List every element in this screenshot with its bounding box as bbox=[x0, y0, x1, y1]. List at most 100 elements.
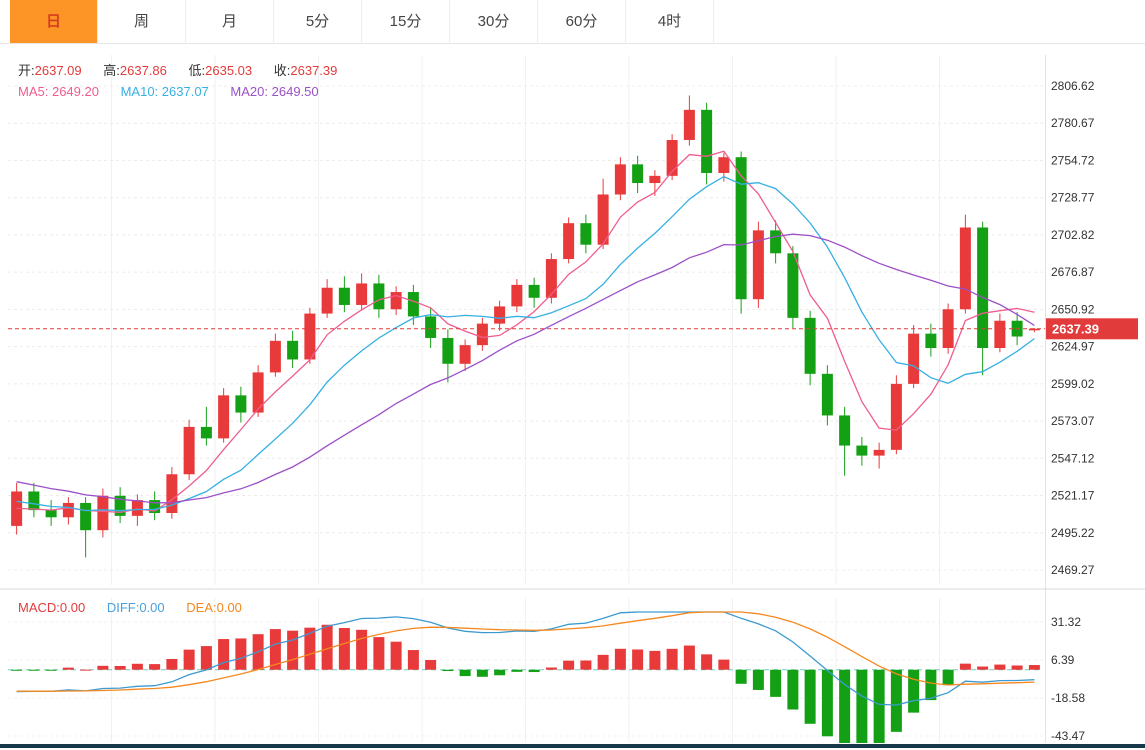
macd-histogram-bar bbox=[752, 669, 764, 690]
timeframe-tab-1[interactable]: 日 bbox=[10, 0, 98, 43]
macd-histogram-bar bbox=[218, 639, 230, 670]
macd-histogram-bar bbox=[563, 660, 575, 670]
macd-histogram-bar bbox=[45, 669, 57, 671]
macd-histogram-bar bbox=[390, 641, 402, 670]
macd-histogram-bar bbox=[425, 659, 437, 670]
timeframe-tab-6[interactable]: 30分 bbox=[450, 0, 538, 43]
candle-body bbox=[545, 259, 557, 298]
macd-histogram-bar bbox=[977, 666, 989, 670]
close-label: 收: bbox=[273, 63, 291, 78]
candle-body bbox=[908, 333, 920, 384]
candle-body bbox=[218, 395, 230, 439]
candle-body bbox=[338, 287, 350, 305]
candle-body bbox=[287, 340, 299, 360]
macd-histogram-bar bbox=[494, 669, 506, 676]
candle-body bbox=[407, 292, 419, 317]
candle-body bbox=[890, 383, 902, 450]
macd-histogram-bar bbox=[459, 669, 471, 677]
candle-body bbox=[45, 510, 57, 518]
ma20-value: 2649.50 bbox=[271, 84, 319, 99]
price-axis-label: 2780.67 bbox=[1051, 116, 1095, 130]
timeframe-tab-8[interactable]: 4时 bbox=[626, 0, 714, 43]
candle-body bbox=[304, 313, 316, 360]
last-price-tag bbox=[1046, 318, 1138, 340]
timeframe-tab-7[interactable]: 60分 bbox=[538, 0, 626, 43]
price-axis-label: 2806.62 bbox=[1051, 79, 1095, 93]
candle-body bbox=[390, 292, 402, 310]
macd-histogram-bar bbox=[511, 669, 523, 672]
macd-axis-label: 31.32 bbox=[1051, 615, 1081, 629]
macd-histogram-bar bbox=[131, 663, 143, 670]
candle-body bbox=[701, 109, 713, 173]
candle-body bbox=[787, 253, 799, 318]
close-value: 2637.39 bbox=[290, 63, 338, 78]
open-value: 2637.09 bbox=[34, 63, 82, 78]
candle-body bbox=[563, 223, 575, 260]
macd-histogram-bar bbox=[804, 669, 816, 724]
macd-histogram-bar bbox=[235, 638, 247, 670]
macd-histogram-bar bbox=[994, 664, 1006, 670]
ma-info-row: MA5: 2649.20 MA10: 2637.07 MA20: 2649.50 bbox=[18, 84, 337, 99]
candle-body bbox=[80, 502, 92, 531]
timeframe-tab-5[interactable]: 15分 bbox=[362, 0, 450, 43]
macd-histogram-bar bbox=[821, 669, 833, 737]
macd-histogram-bar bbox=[735, 669, 747, 684]
macd-histogram-bar bbox=[321, 624, 333, 670]
candle-body bbox=[442, 337, 454, 364]
candle-body bbox=[856, 445, 868, 456]
macd-axis-label: -43.47 bbox=[1051, 729, 1085, 743]
ma5-label: MA5: bbox=[18, 84, 49, 99]
price-axis-label: 2728.77 bbox=[1051, 191, 1095, 205]
candle-body bbox=[977, 227, 989, 349]
candle-body bbox=[321, 287, 333, 314]
macd-histogram-bar bbox=[614, 648, 626, 670]
macd-histogram-bar bbox=[683, 645, 695, 670]
ma5-value: 2649.20 bbox=[51, 84, 99, 99]
macd-histogram-bar bbox=[925, 669, 937, 701]
candle-body bbox=[476, 323, 488, 346]
dea-label: DEA: bbox=[186, 600, 217, 615]
macd-histogram-bar bbox=[304, 627, 316, 670]
price-axis-label: 2521.17 bbox=[1051, 489, 1095, 503]
candle-body bbox=[994, 320, 1006, 349]
candle-body bbox=[166, 474, 178, 513]
candle-body bbox=[425, 316, 437, 338]
macd-histogram-bar bbox=[200, 646, 212, 670]
macd-histogram-bar bbox=[338, 628, 350, 670]
candle-body bbox=[804, 317, 816, 374]
macd-histogram-bar bbox=[580, 660, 592, 670]
macd-histogram-bar bbox=[787, 669, 799, 710]
candle-body bbox=[356, 283, 368, 305]
candle-body bbox=[821, 373, 833, 416]
candle-body bbox=[873, 449, 885, 456]
macd-histogram-bar bbox=[701, 654, 713, 670]
macd-histogram-bar bbox=[442, 669, 454, 672]
macd-histogram-bar bbox=[11, 669, 23, 671]
macd-histogram-bar bbox=[856, 669, 868, 743]
timeframe-tab-3[interactable]: 月 bbox=[186, 0, 274, 43]
price-axis-label: 2495.22 bbox=[1051, 526, 1095, 540]
macd-histogram-bar bbox=[356, 629, 368, 670]
macd-histogram-bar bbox=[908, 669, 920, 713]
timeframe-tab-4[interactable]: 5分 bbox=[274, 0, 362, 43]
price-axis-label: 2702.82 bbox=[1051, 228, 1095, 242]
candle-body bbox=[666, 139, 678, 176]
macd-value: 0.00 bbox=[59, 600, 86, 615]
candle-body bbox=[1028, 328, 1040, 331]
candle-body bbox=[632, 164, 644, 184]
macd-histogram-bar bbox=[166, 659, 178, 670]
macd-histogram-bar bbox=[528, 669, 540, 673]
price-axis-label: 2547.12 bbox=[1051, 451, 1095, 465]
candle-body bbox=[511, 284, 523, 307]
ma5-pair: MA5: 2649.20 bbox=[18, 84, 99, 99]
candle-body bbox=[597, 194, 609, 245]
macd-histogram-bar bbox=[287, 630, 299, 670]
macd-histogram-bar bbox=[1011, 665, 1023, 670]
price-axis-label: 2573.07 bbox=[1051, 414, 1095, 428]
timeframe-tab-2[interactable]: 周 bbox=[98, 0, 186, 43]
dea-pair: DEA:0.00 bbox=[186, 600, 242, 615]
low-pair: 低:2635.03 bbox=[189, 63, 253, 78]
candle-body bbox=[269, 340, 281, 373]
macd-axis-label: -18.58 bbox=[1051, 691, 1085, 705]
